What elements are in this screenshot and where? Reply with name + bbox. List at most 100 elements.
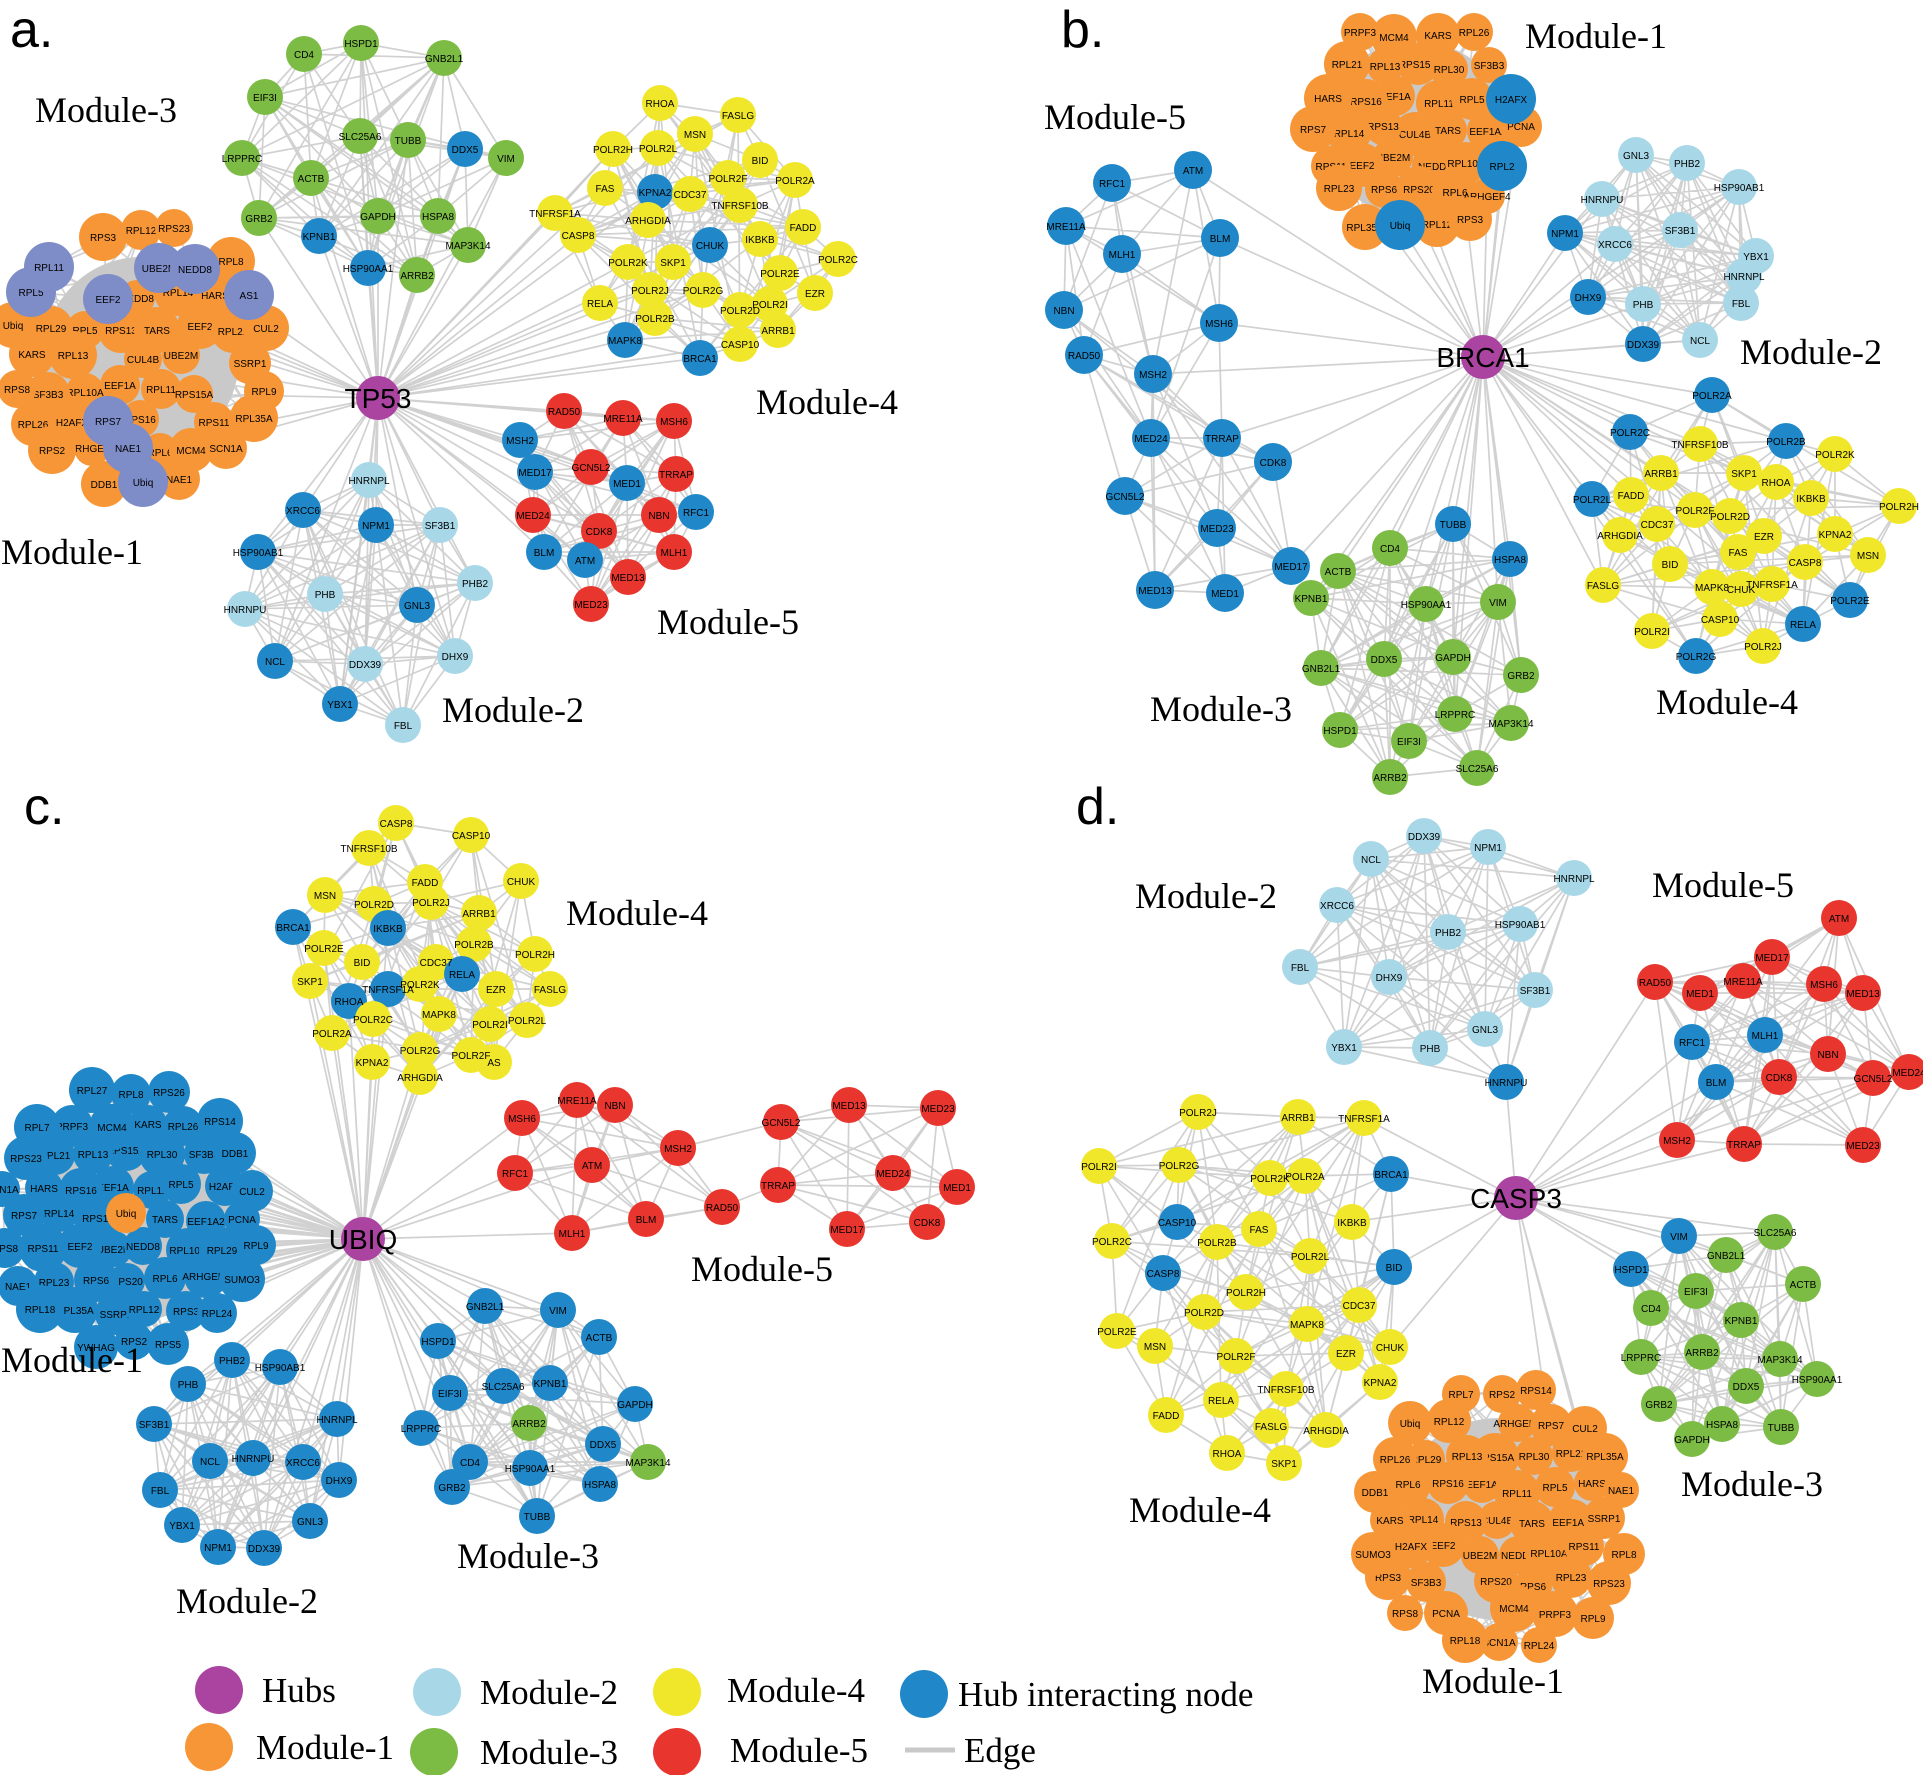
svg-text:MAP3K14: MAP3K14	[625, 1458, 670, 1469]
svg-text:HNRNPL: HNRNPL	[1553, 874, 1595, 885]
svg-text:POLR2H: POLR2H	[593, 145, 633, 156]
svg-text:RPL6: RPL6	[152, 1274, 177, 1285]
svg-text:RPL21: RPL21	[40, 1151, 71, 1162]
svg-text:RPL24: RPL24	[1524, 1641, 1555, 1652]
svg-text:Module-3: Module-3	[1681, 1464, 1823, 1504]
svg-text:IKBKB: IKBKB	[745, 235, 775, 246]
svg-text:GCN5L2: GCN5L2	[1106, 492, 1145, 503]
svg-text:GAPDH: GAPDH	[617, 1400, 653, 1411]
svg-text:RHOA: RHOA	[1213, 1449, 1242, 1460]
svg-text:BRCA1: BRCA1	[276, 923, 310, 934]
svg-text:PHB2: PHB2	[1435, 928, 1462, 939]
svg-text:RPS15A: RPS15A	[107, 1146, 146, 1157]
svg-text:KPNA2: KPNA2	[639, 188, 672, 199]
svg-text:SLC25A6: SLC25A6	[1754, 1228, 1797, 1239]
svg-text:MED24: MED24	[1134, 434, 1168, 445]
svg-text:GCN5L2: GCN5L2	[762, 1118, 801, 1129]
svg-text:ATM: ATM	[1183, 166, 1203, 177]
svg-text:YBX1: YBX1	[169, 1521, 195, 1532]
svg-text:BLM: BLM	[1210, 234, 1231, 245]
svg-text:RPS3: RPS3	[1375, 1573, 1402, 1584]
svg-text:MSH2: MSH2	[1663, 1136, 1691, 1147]
svg-text:MAP3K14: MAP3K14	[1757, 1355, 1802, 1366]
svg-text:MRE11A: MRE11A	[557, 1096, 597, 1107]
svg-text:POLR2D: POLR2D	[354, 900, 394, 911]
svg-text:KPNA2: KPNA2	[356, 1058, 389, 1069]
svg-text:POLR2L: POLR2L	[639, 144, 678, 155]
svg-text:NAE1: NAE1	[166, 475, 193, 486]
svg-text:BID: BID	[354, 958, 371, 969]
svg-text:RPL27: RPL27	[77, 1086, 108, 1097]
svg-text:GNB2L1: GNB2L1	[466, 1302, 505, 1313]
svg-text:RPS13: RPS13	[82, 1214, 114, 1225]
svg-text:POLR2L: POLR2L	[508, 1016, 547, 1027]
svg-text:MAPK8: MAPK8	[1695, 583, 1729, 594]
svg-text:GRB2: GRB2	[245, 214, 273, 225]
svg-text:CASP8: CASP8	[562, 231, 595, 242]
svg-text:DDX5: DDX5	[452, 145, 479, 156]
svg-text:PCNA: PCNA	[228, 1215, 256, 1226]
svg-text:CDC37: CDC37	[674, 190, 707, 201]
svg-text:BRCA1: BRCA1	[1436, 342, 1529, 373]
svg-text:RPL11: RPL11	[137, 1186, 167, 1197]
svg-text:CASP10: CASP10	[1158, 1218, 1197, 1229]
svg-text:Module-2: Module-2	[442, 690, 584, 730]
svg-text:FASLG: FASLG	[722, 111, 754, 122]
svg-text:NCL: NCL	[1690, 336, 1710, 347]
svg-text:NPM1: NPM1	[1474, 843, 1502, 854]
svg-text:POLR2I: POLR2I	[472, 1020, 508, 1031]
svg-text:RPL11: RPL11	[34, 263, 64, 274]
svg-text:FAS: FAS	[596, 184, 615, 195]
svg-text:RPL5: RPL5	[168, 1180, 193, 1191]
svg-text:PHB: PHB	[178, 1380, 199, 1391]
svg-text:RPL9: RPL9	[1580, 1614, 1605, 1625]
svg-text:UBE2M: UBE2M	[142, 264, 176, 275]
svg-text:POLR2H: POLR2H	[515, 950, 555, 961]
svg-text:BRCA1: BRCA1	[1374, 1170, 1408, 1181]
svg-text:HNRNPU: HNRNPU	[232, 1454, 275, 1465]
svg-text:ARRB2: ARRB2	[1685, 1348, 1719, 1359]
svg-text:POLR2L: POLR2L	[1291, 1252, 1330, 1263]
svg-text:MED23: MED23	[1200, 524, 1234, 535]
svg-text:GNB2L1: GNB2L1	[1707, 1251, 1746, 1262]
svg-text:EEF2: EEF2	[187, 322, 212, 333]
svg-text:EEF1A2: EEF1A2	[1469, 127, 1507, 138]
svg-text:RPL12: RPL12	[1422, 220, 1453, 231]
svg-text:SF3B3: SF3B3	[33, 390, 64, 401]
svg-text:TUBB: TUBB	[1440, 520, 1467, 531]
svg-text:TNFRSF10B: TNFRSF10B	[1257, 1385, 1315, 1396]
svg-text:RPS23: RPS23	[158, 224, 190, 235]
svg-text:MSN: MSN	[1857, 551, 1879, 562]
svg-text:DDB1: DDB1	[1362, 1488, 1389, 1499]
svg-text:BLM: BLM	[636, 1215, 657, 1226]
svg-text:TNFRSF10B: TNFRSF10B	[1671, 440, 1729, 451]
svg-text:GNL3: GNL3	[297, 1517, 324, 1528]
svg-text:POLR2E: POLR2E	[304, 944, 344, 955]
svg-text:MED1: MED1	[1686, 989, 1714, 1000]
svg-text:NAE1: NAE1	[1608, 1486, 1635, 1497]
svg-text:RPL18: RPL18	[25, 1305, 56, 1316]
svg-text:MAPK8: MAPK8	[1290, 1320, 1324, 1331]
svg-text:POLR2I: POLR2I	[752, 300, 788, 311]
svg-text:SF3B1: SF3B1	[425, 521, 456, 532]
svg-text:RPL5: RPL5	[72, 326, 97, 337]
svg-text:RPS6: RPS6	[1371, 185, 1398, 196]
svg-text:UBE2M: UBE2M	[164, 351, 198, 362]
svg-text:RAD50: RAD50	[548, 407, 581, 418]
svg-text:PRPF3: PRPF3	[1539, 1610, 1572, 1621]
svg-text:CUL2: CUL2	[239, 1187, 265, 1198]
svg-text:RPL10A: RPL10A	[169, 1246, 207, 1257]
svg-text:EEF2: EEF2	[1430, 1541, 1455, 1552]
svg-text:CD4: CD4	[1641, 1304, 1661, 1315]
svg-text:XRCC6: XRCC6	[1320, 901, 1354, 912]
svg-text:RELA: RELA	[449, 970, 475, 981]
svg-text:FADD: FADD	[1618, 491, 1645, 502]
svg-text:BID: BID	[1386, 1263, 1403, 1274]
svg-text:FASLG: FASLG	[1255, 1422, 1287, 1433]
svg-text:MLH1: MLH1	[1752, 1031, 1779, 1042]
svg-text:RPL13: RPL13	[1452, 1452, 1483, 1463]
svg-text:MSH2: MSH2	[664, 1144, 692, 1155]
svg-text:TP53: TP53	[345, 383, 412, 414]
svg-text:Module-3: Module-3	[1150, 689, 1292, 729]
svg-text:Hubs: Hubs	[262, 1671, 336, 1710]
